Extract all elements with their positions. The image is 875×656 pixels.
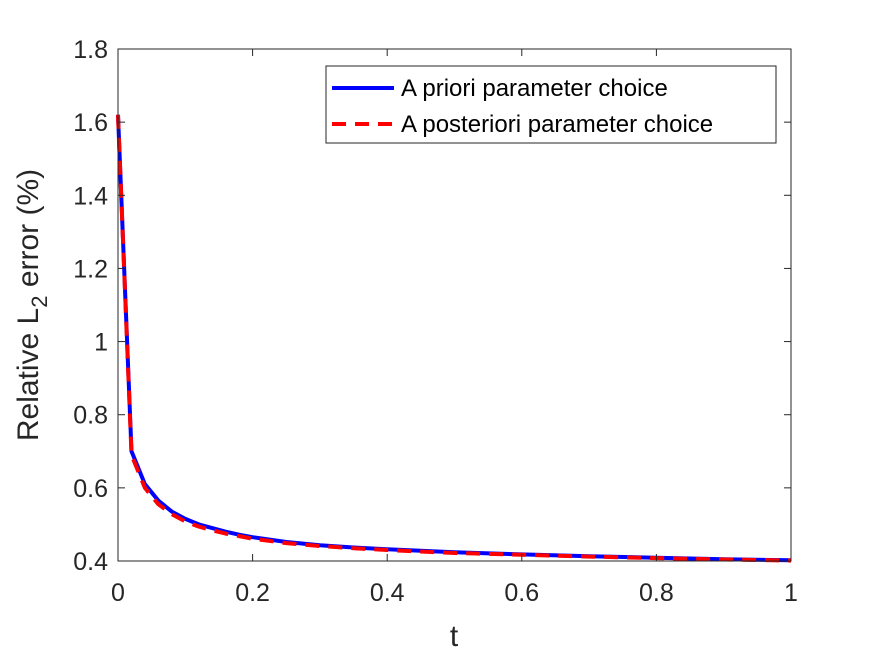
series-line-a-posteriori xyxy=(116,114,792,563)
x-tick-label: 0.4 xyxy=(370,579,405,607)
x-tick-label: 0.6 xyxy=(504,579,539,607)
y-axis-title: Relative L2 error (%) xyxy=(12,169,52,441)
y-tick-label: 1.2 xyxy=(73,255,108,283)
y-tick-label: 0.6 xyxy=(73,475,108,503)
y-tick-label: 1.8 xyxy=(73,36,108,64)
y-axis-title-subscript: 2 xyxy=(27,296,52,308)
legend-label-a-priori: A priori parameter choice xyxy=(401,75,668,102)
y-axis-title-main: Relative L xyxy=(12,308,45,441)
x-tick-label: 1 xyxy=(784,579,798,607)
x-tick-label: 0 xyxy=(111,579,125,607)
x-tick-label: 0.2 xyxy=(235,579,270,607)
x-tick-label: 0.8 xyxy=(639,579,674,607)
y-tick-label: 0.8 xyxy=(73,402,108,430)
legend-box xyxy=(325,65,777,144)
series-layer xyxy=(116,114,792,563)
y-tick-label: 1.6 xyxy=(73,109,108,137)
x-axis-title: t xyxy=(450,620,459,653)
legend-label-a-posteriori: A posteriori parameter choice xyxy=(401,111,713,138)
y-tick-label: 1.4 xyxy=(73,182,108,210)
y-tick-label: 1 xyxy=(94,329,108,357)
y-tick-label: 0.4 xyxy=(73,548,108,576)
y-axis-title-rest: error (%) xyxy=(12,169,45,296)
axes-box xyxy=(117,48,792,562)
legend: A priori parameter choice A posteriori p… xyxy=(325,65,777,144)
axes-layer: 0 0.2 0.4 0.6 0.8 1 0.4 0.6 0.8 1 1.2 1.4 1.6 1.8 xyxy=(73,36,798,607)
